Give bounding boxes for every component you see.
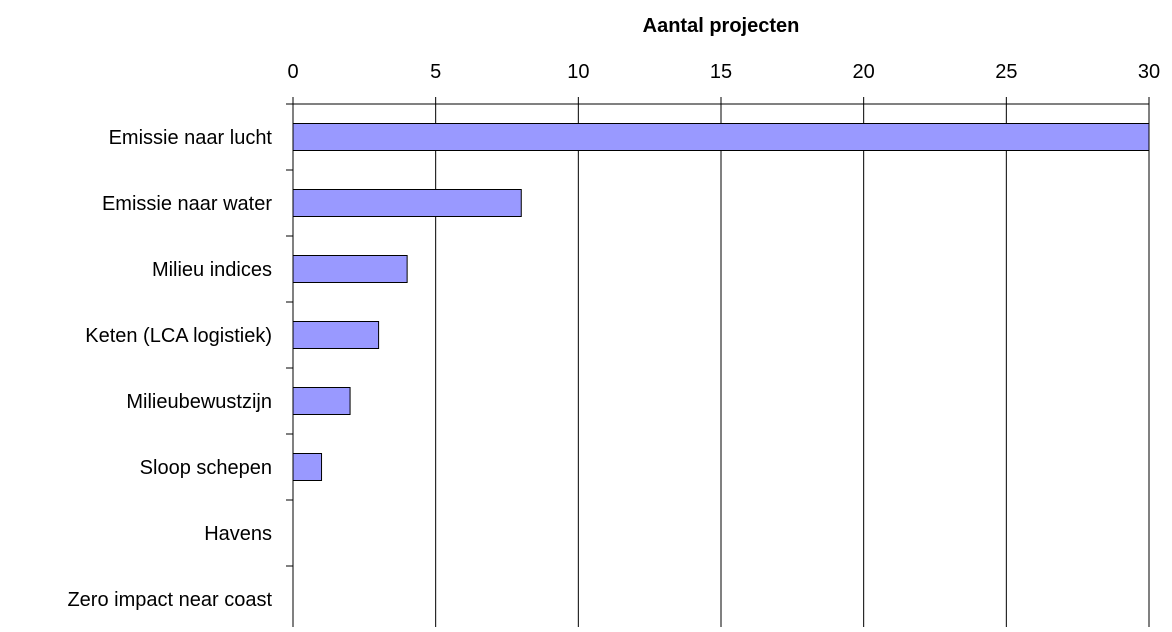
bar <box>292 387 351 415</box>
category-label: Emissie naar water <box>102 193 272 215</box>
bar <box>292 255 408 283</box>
x-tick-label: 5 <box>430 61 441 83</box>
gridlines <box>292 97 1150 627</box>
category-label: Keten (LCA logistiek) <box>85 325 272 347</box>
x-tick-label: 15 <box>710 61 732 83</box>
category-label: Milieubewustzijn <box>126 391 272 413</box>
x-tick-labels: 0 5 10 15 20 25 30 <box>287 61 1160 83</box>
x-tick-label: 30 <box>1138 61 1160 83</box>
axes <box>286 103 1149 627</box>
bar <box>292 123 1150 151</box>
x-tick-label: 0 <box>287 61 298 83</box>
bar <box>292 189 522 217</box>
x-tick-label: 20 <box>853 61 875 83</box>
bars <box>292 123 1150 481</box>
category-label: Sloop schepen <box>140 457 272 479</box>
category-label: Zero impact near coast <box>67 589 272 611</box>
bar <box>292 453 323 481</box>
category-labels: Emissie naar lucht Emissie naar water Mili… <box>67 127 272 611</box>
category-label: Havens <box>204 523 272 545</box>
x-tick-label: 25 <box>995 61 1017 83</box>
bar <box>292 321 380 349</box>
category-label: Emissie naar lucht <box>109 127 273 149</box>
x-axis-title: Aantal projecten <box>643 15 800 37</box>
x-tick-label: 10 <box>567 61 589 83</box>
category-label: Milieu indices <box>152 259 272 281</box>
